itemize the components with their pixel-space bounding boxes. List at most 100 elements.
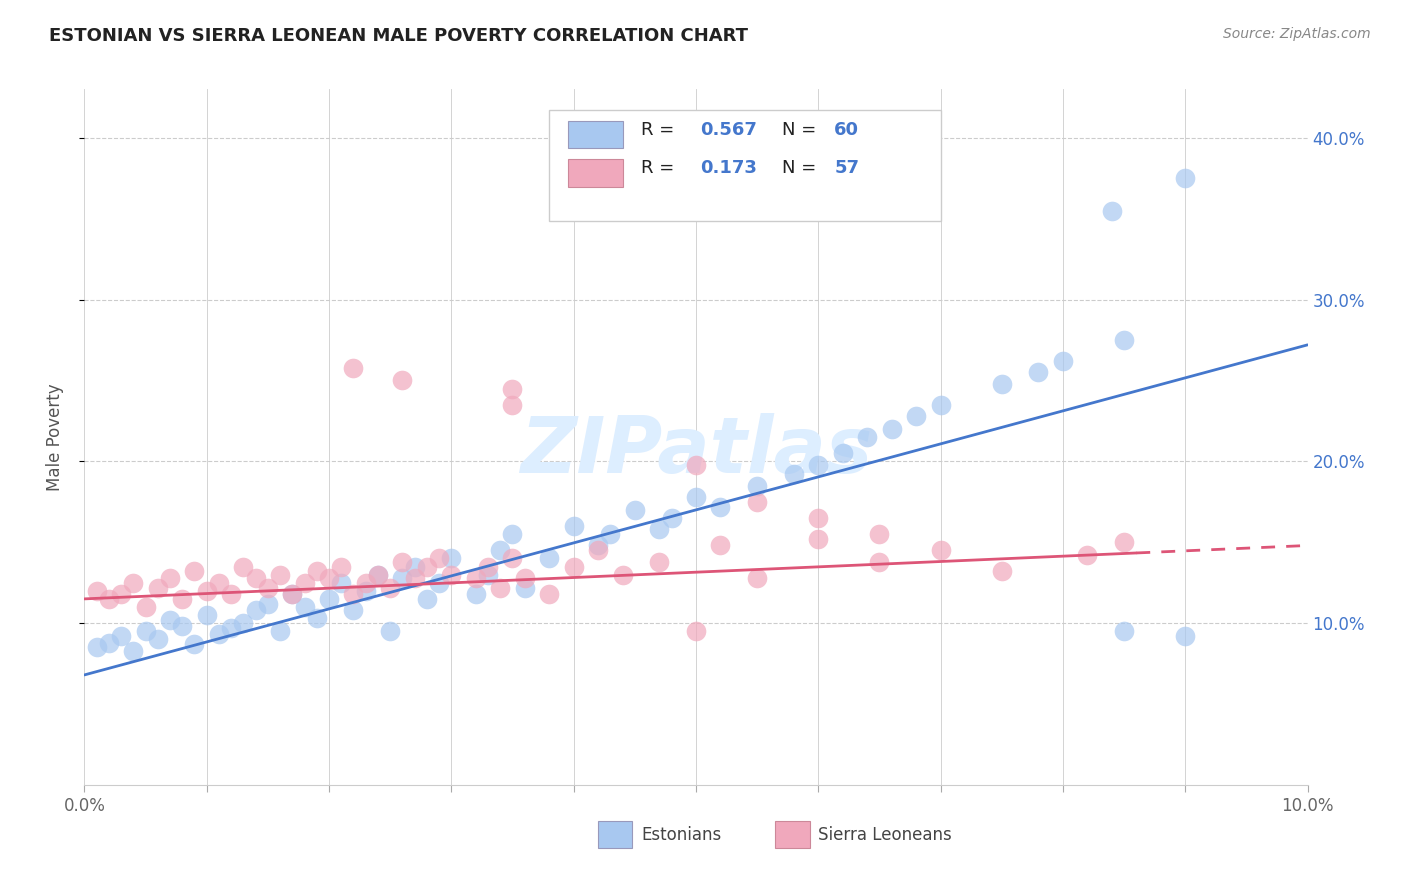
Point	[869, 555, 891, 569]
Point	[502, 527, 524, 541]
Point	[172, 619, 194, 633]
Point	[195, 608, 218, 623]
Point	[330, 575, 353, 590]
Point	[513, 581, 536, 595]
Point	[342, 587, 364, 601]
Point	[991, 565, 1014, 579]
Point	[354, 583, 377, 598]
Point	[342, 360, 364, 375]
Point	[122, 643, 145, 657]
Point	[1114, 624, 1136, 639]
Point	[281, 587, 304, 601]
Point	[648, 522, 671, 536]
Y-axis label: Male Poverty: Male Poverty	[45, 384, 63, 491]
Point	[342, 603, 364, 617]
Point	[1052, 354, 1074, 368]
Text: Estonians: Estonians	[641, 826, 721, 844]
Text: 0.173: 0.173	[700, 159, 756, 177]
Point	[146, 581, 169, 595]
Point	[135, 599, 157, 614]
Point	[183, 565, 205, 579]
Text: R =: R =	[641, 120, 681, 138]
Point	[146, 632, 169, 647]
FancyBboxPatch shape	[568, 120, 623, 148]
Point	[281, 587, 304, 601]
Point	[380, 581, 402, 595]
Point	[538, 551, 561, 566]
Point	[354, 575, 377, 590]
Point	[489, 581, 512, 595]
Point	[330, 559, 353, 574]
Text: 0.567: 0.567	[700, 120, 756, 138]
Point	[440, 551, 463, 566]
Point	[97, 635, 120, 649]
Point	[294, 599, 316, 614]
Text: Source: ZipAtlas.com: Source: ZipAtlas.com	[1223, 27, 1371, 41]
Point	[562, 559, 585, 574]
Point	[305, 611, 328, 625]
Point	[747, 478, 769, 492]
FancyBboxPatch shape	[776, 822, 810, 847]
Point	[709, 500, 731, 514]
Point	[367, 567, 389, 582]
Point	[807, 458, 830, 472]
Point	[367, 567, 389, 582]
Point	[232, 559, 254, 574]
Point	[513, 571, 536, 585]
Point	[195, 583, 218, 598]
Point	[1114, 333, 1136, 347]
Point	[747, 571, 769, 585]
Point	[318, 571, 340, 585]
Point	[294, 575, 316, 590]
Point	[86, 583, 108, 598]
Point	[183, 637, 205, 651]
Point	[172, 591, 194, 606]
Point	[685, 624, 707, 639]
Point	[404, 571, 426, 585]
Point	[502, 398, 524, 412]
Point	[807, 511, 830, 525]
Point	[391, 555, 413, 569]
Point	[586, 543, 609, 558]
Text: R =: R =	[641, 159, 686, 177]
Point	[1101, 203, 1123, 218]
Point	[502, 551, 524, 566]
Point	[586, 539, 609, 553]
Point	[305, 565, 328, 579]
Point	[685, 490, 707, 504]
Point	[562, 519, 585, 533]
Point	[831, 446, 853, 460]
Point	[257, 597, 280, 611]
Text: ESTONIAN VS SIERRA LEONEAN MALE POVERTY CORRELATION CHART: ESTONIAN VS SIERRA LEONEAN MALE POVERTY …	[49, 27, 748, 45]
Point	[477, 567, 499, 582]
Point	[747, 495, 769, 509]
Point	[856, 430, 879, 444]
Text: 57: 57	[834, 159, 859, 177]
Point	[1076, 548, 1098, 562]
Text: 60: 60	[834, 120, 859, 138]
Point	[477, 559, 499, 574]
Point	[208, 627, 231, 641]
Text: N =: N =	[782, 120, 821, 138]
Point	[318, 591, 340, 606]
Point	[783, 467, 806, 482]
Text: N =: N =	[782, 159, 821, 177]
Point	[416, 559, 439, 574]
Point	[219, 587, 242, 601]
Point	[1028, 365, 1050, 379]
Point	[502, 382, 524, 396]
Point	[1174, 629, 1197, 643]
Point	[159, 613, 181, 627]
Point	[257, 581, 280, 595]
Point	[97, 591, 120, 606]
Point	[391, 571, 413, 585]
Point	[380, 624, 402, 639]
Point	[245, 571, 267, 585]
Point	[245, 603, 267, 617]
Point	[269, 567, 291, 582]
Point	[208, 575, 231, 590]
Point	[599, 527, 621, 541]
Point	[427, 575, 450, 590]
Point	[416, 591, 439, 606]
Point	[159, 571, 181, 585]
